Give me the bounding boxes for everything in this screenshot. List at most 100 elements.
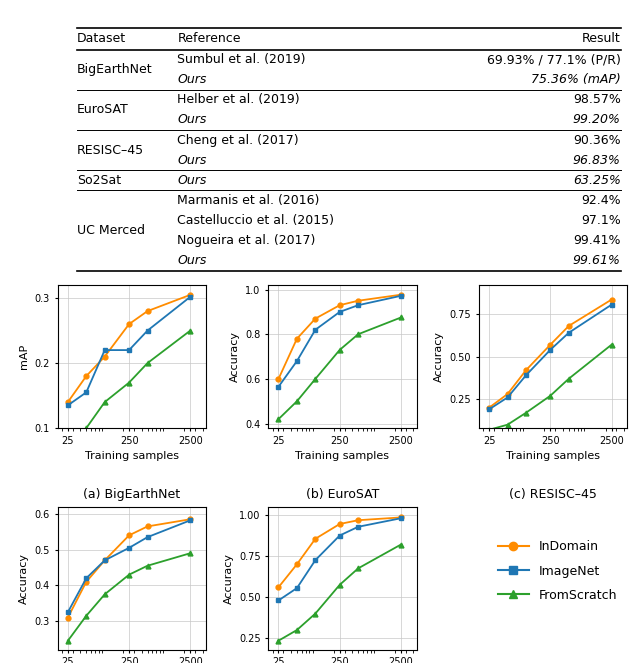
Line: InDomain: InDomain <box>65 292 193 404</box>
InDomain <box>336 301 344 309</box>
InDomain <box>64 613 72 621</box>
InDomain <box>312 315 319 323</box>
InDomain <box>608 296 616 304</box>
InDomain <box>125 320 133 328</box>
FromScratch <box>186 549 194 557</box>
ImageNet <box>275 597 282 605</box>
Text: RESISC–45: RESISC–45 <box>77 144 144 156</box>
Line: ImageNet: ImageNet <box>276 294 403 389</box>
FromScratch <box>565 375 573 383</box>
ImageNet <box>64 608 72 616</box>
InDomain <box>275 375 282 383</box>
Line: FromScratch: FromScratch <box>486 342 614 432</box>
Text: 92.4%: 92.4% <box>581 194 621 207</box>
InDomain <box>565 322 573 330</box>
InDomain <box>186 515 194 523</box>
Y-axis label: Accuracy: Accuracy <box>19 553 29 604</box>
Text: Reference: Reference <box>177 32 241 45</box>
Text: Castelluccio et al. (2015): Castelluccio et al. (2015) <box>177 214 335 227</box>
Line: ImageNet: ImageNet <box>65 294 193 408</box>
X-axis label: Training samples: Training samples <box>84 452 179 461</box>
ImageNet <box>504 393 511 401</box>
FromScratch <box>504 421 511 429</box>
Text: Dataset: Dataset <box>77 32 126 45</box>
Y-axis label: Accuracy: Accuracy <box>223 553 234 604</box>
InDomain <box>522 366 530 374</box>
InDomain <box>83 372 90 380</box>
ImageNet <box>565 329 573 337</box>
ImageNet <box>485 405 493 413</box>
Text: Ours: Ours <box>177 174 207 187</box>
Line: InDomain: InDomain <box>276 292 403 381</box>
InDomain <box>312 535 319 543</box>
X-axis label: Training samples: Training samples <box>506 452 600 461</box>
Y-axis label: Accuracy: Accuracy <box>230 331 240 382</box>
Text: 99.61%: 99.61% <box>573 254 621 267</box>
Text: Helber et al. (2019): Helber et al. (2019) <box>177 93 300 106</box>
InDomain <box>397 290 404 298</box>
InDomain <box>125 531 133 539</box>
Text: Result: Result <box>582 32 621 45</box>
Line: ImageNet: ImageNet <box>65 518 193 615</box>
ImageNet <box>397 514 404 522</box>
InDomain <box>355 516 362 524</box>
Line: InDomain: InDomain <box>65 517 193 620</box>
InDomain <box>547 341 554 349</box>
ImageNet <box>83 574 90 582</box>
InDomain <box>293 335 301 343</box>
InDomain <box>397 513 404 521</box>
Text: 98.57%: 98.57% <box>573 93 621 106</box>
InDomain <box>64 398 72 406</box>
InDomain <box>83 578 90 586</box>
Text: Ours: Ours <box>177 113 207 127</box>
Text: Ours: Ours <box>177 254 207 267</box>
ImageNet <box>355 301 362 309</box>
ImageNet <box>186 293 194 301</box>
FromScratch <box>64 637 72 645</box>
Line: FromScratch: FromScratch <box>276 315 403 422</box>
Text: 99.41%: 99.41% <box>573 234 621 247</box>
FromScratch <box>608 341 616 349</box>
Text: (a) BigEarthNet: (a) BigEarthNet <box>83 488 180 501</box>
ImageNet <box>355 523 362 531</box>
Line: InDomain: InDomain <box>276 515 403 589</box>
InDomain <box>143 307 151 315</box>
Text: Ours: Ours <box>177 154 207 166</box>
Line: ImageNet: ImageNet <box>276 516 403 603</box>
Text: Sumbul et al. (2019): Sumbul et al. (2019) <box>177 53 306 66</box>
Line: InDomain: InDomain <box>486 297 614 410</box>
FromScratch <box>336 346 344 354</box>
Text: EuroSAT: EuroSAT <box>77 103 129 116</box>
Legend: InDomain, ImageNet, FromScratch: InDomain, ImageNet, FromScratch <box>493 535 622 607</box>
Text: (c) RESISC–45: (c) RESISC–45 <box>509 488 597 501</box>
ImageNet <box>608 301 616 309</box>
FromScratch <box>547 392 554 400</box>
InDomain <box>336 520 344 528</box>
FromScratch <box>275 636 282 644</box>
FromScratch <box>101 398 109 406</box>
InDomain <box>143 522 151 530</box>
InDomain <box>101 353 109 361</box>
Y-axis label: mAP: mAP <box>19 344 29 369</box>
FromScratch <box>143 562 151 570</box>
Text: BigEarthNet: BigEarthNet <box>77 63 152 76</box>
ImageNet <box>64 401 72 409</box>
ImageNet <box>522 371 530 379</box>
ImageNet <box>143 327 151 335</box>
Line: FromScratch: FromScratch <box>276 542 403 643</box>
FromScratch <box>293 397 301 405</box>
Text: UC Merced: UC Merced <box>77 224 145 237</box>
Text: 75.36% (mAP): 75.36% (mAP) <box>531 73 621 86</box>
ImageNet <box>101 346 109 354</box>
X-axis label: Training samples: Training samples <box>296 452 389 461</box>
InDomain <box>186 291 194 299</box>
Text: Marmanis et al. (2016): Marmanis et al. (2016) <box>177 194 320 207</box>
Text: (b) EuroSAT: (b) EuroSAT <box>306 488 379 501</box>
FromScratch <box>186 327 194 335</box>
FromScratch <box>522 409 530 417</box>
Text: Cheng et al. (2017): Cheng et al. (2017) <box>177 133 299 147</box>
InDomain <box>485 404 493 412</box>
FromScratch <box>336 581 344 589</box>
ImageNet <box>275 383 282 391</box>
FromScratch <box>125 571 133 579</box>
